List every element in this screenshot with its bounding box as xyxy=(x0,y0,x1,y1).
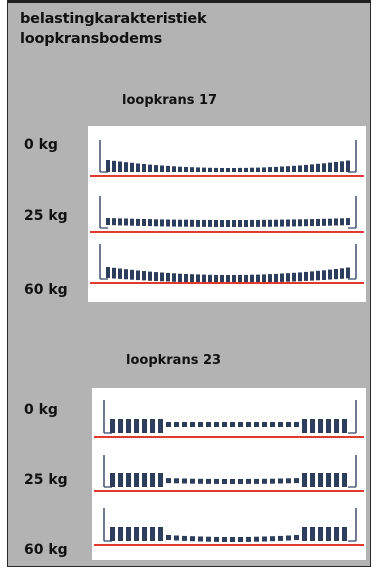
load-label-25kg-lk17: 25 kg xyxy=(24,208,68,224)
floor-lk23-60kg xyxy=(94,508,364,546)
loopkrans-17-illustration xyxy=(90,140,364,284)
section-heading-loopkrans-17: loopkrans 17 xyxy=(122,93,218,108)
load-label-0kg-lk17: 0 kg xyxy=(24,137,58,153)
floor-lk17-60kg xyxy=(90,244,364,284)
floor-lk17-25kg xyxy=(90,196,364,233)
top-border xyxy=(8,0,370,3)
floor-lk23-25kg xyxy=(94,455,364,492)
floor-lk17-0kg xyxy=(90,140,364,177)
load-label-0kg-lk23: 0 kg xyxy=(24,402,58,418)
load-label-60kg-lk17: 60 kg xyxy=(24,282,68,298)
title-line-2: loopkransbodems xyxy=(20,31,163,47)
floor-lk23-0kg xyxy=(94,400,364,438)
section-heading-loopkrans-23: loopkrans 23 xyxy=(126,353,222,368)
loopkrans-23-illustration xyxy=(94,400,364,546)
loopkrans-17-panel xyxy=(88,126,366,302)
load-label-25kg-lk23: 25 kg xyxy=(24,472,68,488)
diagram-card: belastingkarakteristiek loopkransbodems … xyxy=(7,0,371,567)
load-label-60kg-lk23: 60 kg xyxy=(24,542,68,558)
loopkrans-23-panel xyxy=(92,388,366,560)
title-line-1: belastingkarakteristiek xyxy=(20,11,207,27)
